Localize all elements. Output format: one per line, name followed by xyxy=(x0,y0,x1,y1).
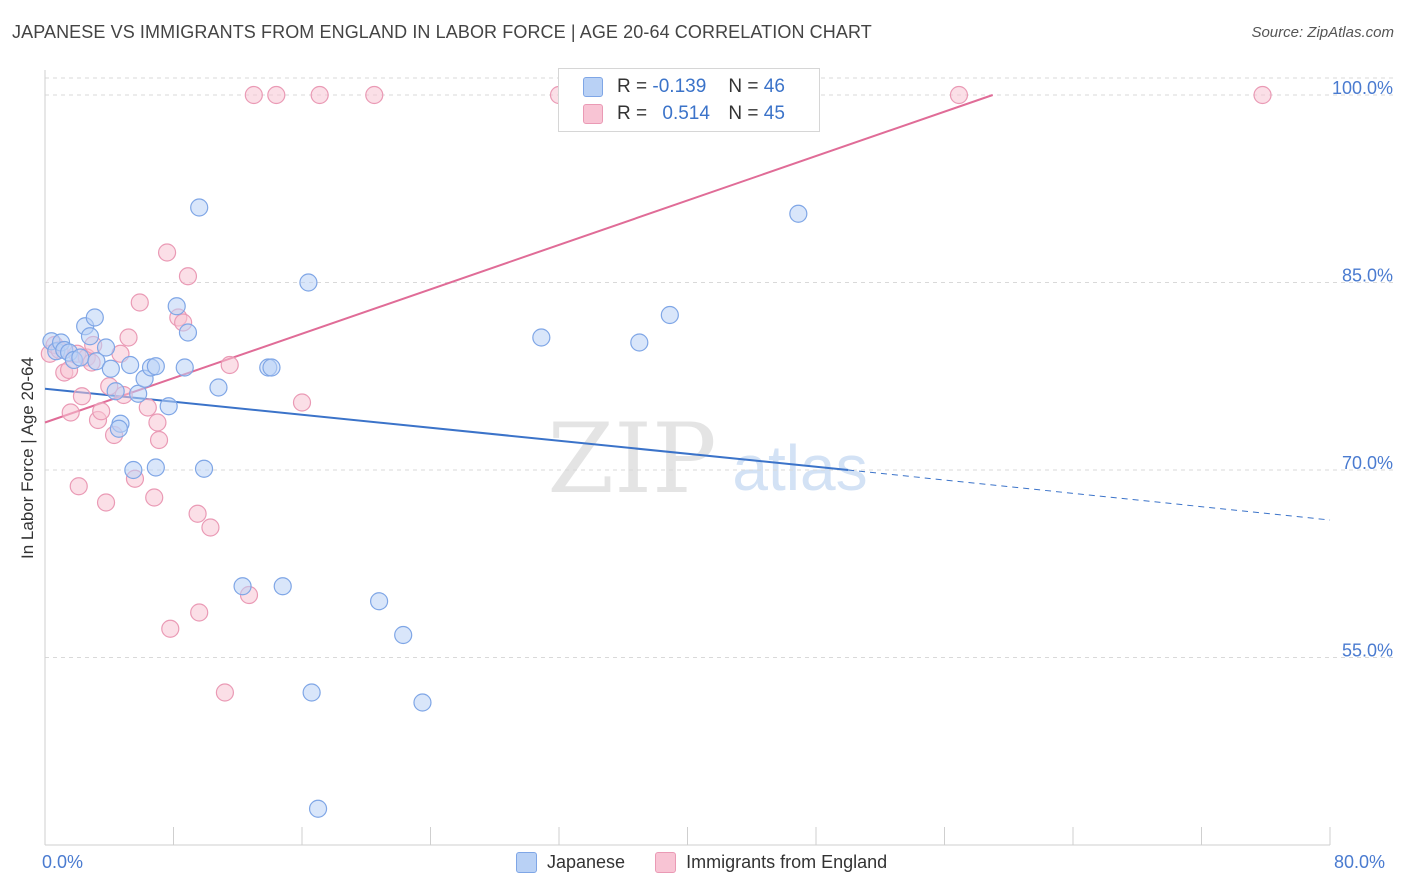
japanese-point xyxy=(660,305,679,325)
england-point xyxy=(292,393,312,412)
england-point xyxy=(188,504,207,523)
legend-r-label: R = xyxy=(617,103,648,124)
legend-n-value-england: 45 xyxy=(763,103,785,124)
chart-title: JAPANESE VS IMMIGRANTS FROM ENGLAND IN L… xyxy=(12,22,872,42)
series-legend: Japanese Immigrants from England xyxy=(516,852,917,873)
england-point xyxy=(149,430,169,450)
england-point xyxy=(161,619,180,638)
japanese-point xyxy=(71,348,90,367)
japanese-point xyxy=(789,204,808,223)
y-tick-label: 85.0% xyxy=(1342,266,1393,286)
england-point xyxy=(310,85,329,105)
y-tick-label: 55.0% xyxy=(1342,641,1393,661)
x-tick-label-min: 0.0% xyxy=(42,852,84,872)
england-point xyxy=(61,403,80,422)
england-point xyxy=(148,413,167,432)
japanese-point xyxy=(190,198,209,217)
england-point xyxy=(220,355,239,375)
legend-row-japanese: R = -0.139 N = 46 xyxy=(583,74,785,100)
japanese-point xyxy=(146,458,165,477)
england-swatch xyxy=(583,104,603,124)
legend-n-label: N = xyxy=(728,103,759,124)
england-point xyxy=(178,267,198,286)
japanese-point xyxy=(370,592,389,611)
japanese-point xyxy=(85,308,104,327)
japanese-point xyxy=(106,382,125,401)
legend-r-label: R = xyxy=(617,76,648,97)
england-point xyxy=(267,85,286,105)
japanese-point xyxy=(302,683,321,702)
japanese-point xyxy=(87,352,106,371)
england-point xyxy=(92,402,111,421)
japanese-point xyxy=(194,459,214,478)
legend-n-value-japanese: 46 xyxy=(763,76,785,97)
japanese-point xyxy=(96,338,116,357)
japanese-point xyxy=(532,328,551,347)
england-point xyxy=(138,398,157,417)
england-point xyxy=(119,328,138,347)
england-point xyxy=(72,387,92,406)
japanese-point xyxy=(109,419,128,438)
x-tick-label-max: 80.0% xyxy=(1334,852,1386,872)
japanese-point xyxy=(101,359,120,378)
japanese-point xyxy=(413,693,432,712)
japanese-point xyxy=(159,397,178,416)
japanese-point xyxy=(233,577,252,596)
england-point xyxy=(244,85,263,105)
japanese-point xyxy=(394,625,413,645)
trendline-japanese-extension xyxy=(848,469,1331,521)
japanese-point xyxy=(175,358,194,377)
japanese-point xyxy=(299,273,318,292)
legend-r-value-england: 0.514 xyxy=(662,103,710,124)
y-tick-label: 70.0% xyxy=(1342,453,1393,473)
england-point xyxy=(130,293,149,312)
japanese-point xyxy=(308,799,328,818)
england-point xyxy=(190,603,209,622)
japanese-point xyxy=(124,460,143,480)
england-point xyxy=(365,85,384,105)
japanese-point xyxy=(178,323,198,342)
japanese-point xyxy=(129,384,148,403)
y-tick-label: 100.0% xyxy=(1332,78,1393,98)
japanese-point xyxy=(262,358,281,377)
england-point xyxy=(69,477,88,496)
england-legend-swatch xyxy=(655,852,677,873)
england-point xyxy=(157,243,177,262)
england-point xyxy=(201,518,220,537)
england-point xyxy=(96,493,116,512)
japanese-point xyxy=(80,327,100,346)
correlation-legend: R = -0.139 N = 46 R = 0.514 N = 45 xyxy=(558,68,820,132)
japanese-point xyxy=(630,333,649,352)
japanese-point xyxy=(167,297,186,316)
legend-row-england: R = 0.514 N = 45 xyxy=(583,101,785,127)
england-point xyxy=(145,488,164,507)
trendline-england xyxy=(44,94,994,424)
trendline-japanese xyxy=(44,387,849,471)
legend-item-england[interactable]: Immigrants from England xyxy=(655,852,887,873)
japanese-point xyxy=(273,577,292,596)
legend-item-japanese[interactable]: Japanese xyxy=(516,852,625,873)
japanese-point xyxy=(146,357,165,376)
legend-r-value-japanese: -0.139 xyxy=(652,76,707,97)
england-point xyxy=(1253,85,1272,105)
england-point xyxy=(949,85,969,105)
source-label: Source: ZipAtlas.com xyxy=(1251,24,1394,41)
watermark: ZIP atlas xyxy=(547,403,867,515)
watermark-atlas: atlas xyxy=(732,432,867,504)
japanese-swatch xyxy=(583,77,603,97)
legend-label-japanese: Japanese xyxy=(547,852,626,872)
japanese-legend-swatch xyxy=(516,852,537,873)
watermark-zip: ZIP xyxy=(547,403,716,515)
japanese-point xyxy=(209,378,228,397)
japanese-point xyxy=(121,355,140,375)
legend-n-label: N = xyxy=(728,76,759,97)
england-point xyxy=(215,683,234,702)
legend-label-england: Immigrants from England xyxy=(686,852,888,872)
